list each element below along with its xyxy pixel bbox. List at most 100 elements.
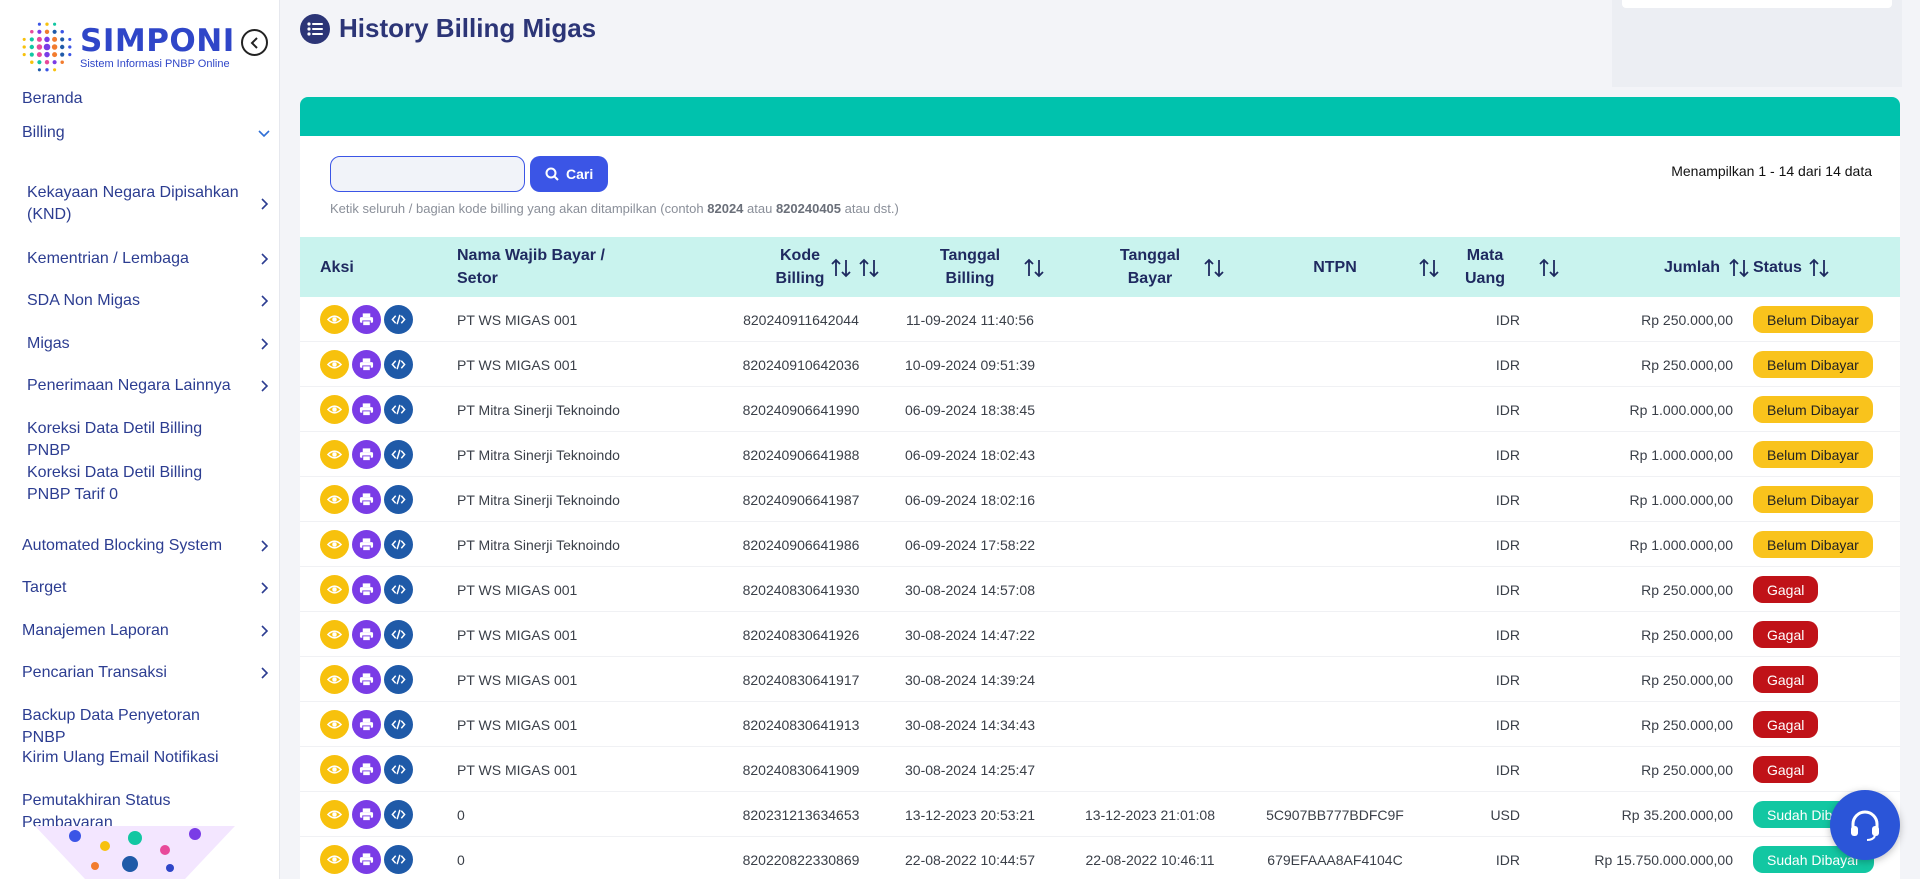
eye-icon[interactable] [320,530,349,559]
row-actions [320,792,416,837]
sidebar-item-koreksi-data-detil-billing-pnbp-tarif-0[interactable]: Koreksi Data Detil Billing PNBP Tarif 0 [0,461,279,507]
cell-nama: PT WS MIGAS 001 [457,356,578,373]
printer-icon[interactable] [352,800,381,829]
eye-icon[interactable] [320,845,349,874]
code-icon[interactable] [384,530,413,559]
row-actions [320,567,416,612]
col-nama[interactable]: Nama Wajib Bayar / Setor [457,237,851,297]
eye-icon[interactable] [320,620,349,649]
sidebar-item-label: SDA Non Migas [27,292,140,309]
sidebar-item-manajemen-laporan[interactable]: Manajemen Laporan [0,620,279,642]
sidebar-item-pencarian-transaksi[interactable]: Pencarian Transaksi [0,662,279,684]
cell-ntpn [1250,567,1420,612]
printer-icon[interactable] [352,305,381,334]
cell-kode: 820220822330869 [742,851,860,868]
code-icon[interactable] [384,665,413,694]
sidebar: SIMPONI Sistem Informasi PNBP Online Ber… [0,0,280,879]
sidebar-item-label: Koreksi Data Detil Billing PNBP Tarif 0 [27,464,203,503]
printer-icon[interactable] [352,665,381,694]
eye-icon[interactable] [320,755,349,784]
col-ntpn[interactable]: NTPN [1270,237,1439,297]
cell-jumlah: Rp 35.200.000,00 [1621,806,1733,823]
col-status[interactable]: Status [1753,237,1829,297]
search-input[interactable] [330,156,525,192]
sidebar-item-migas[interactable]: Migas [0,333,279,355]
printer-icon[interactable] [352,395,381,424]
sort-arrows-icon[interactable] [1418,257,1440,279]
sort-arrows-icon[interactable] [830,257,852,279]
eye-icon[interactable] [320,395,349,424]
sidebar-item-beranda[interactable]: Beranda [0,88,279,110]
printer-icon[interactable] [352,710,381,739]
printer-icon[interactable] [352,530,381,559]
cell-kode: 820240830641930 [742,581,860,598]
cell-tgl-bayar [1080,612,1220,657]
printer-icon[interactable] [352,755,381,784]
code-icon[interactable] [384,710,413,739]
sort-arrows-icon[interactable] [1023,257,1045,279]
printer-icon[interactable] [352,845,381,874]
printer-icon[interactable] [352,350,381,379]
cell-jumlah: Rp 250.000,00 [1641,311,1733,328]
sort-arrows-icon[interactable] [1728,257,1750,279]
sidebar-item-kirim-ulang-email-notifikasi[interactable]: Kirim Ulang Email Notifikasi [0,747,279,769]
printer-icon[interactable] [352,620,381,649]
sidebar-item-backup-data-penyetoran-pnbp[interactable]: Backup Data Penyetoran PNBP [0,705,279,749]
eye-icon[interactable] [320,800,349,829]
cell-jumlah: Rp 250.000,00 [1641,626,1733,643]
sidebar-item-penerimaan-negara-lainnya[interactable]: Penerimaan Negara Lainnya [0,375,279,397]
col-jumlah[interactable]: Jumlah [1590,237,1749,297]
col-tgl-billing[interactable]: Tanggal Billing [905,237,1044,297]
sidebar-item-kekayaan-negara-dipisahkan-knd[interactable]: Kekayaan Negara Dipisahkan (KND) [0,181,279,227]
sidebar-item-sda-non-migas[interactable]: SDA Non Migas [0,290,279,312]
list-icon [300,13,330,44]
cell-ntpn [1250,747,1420,792]
row-actions [320,342,416,387]
col-tgl-bayar[interactable]: Tanggal Bayar [1085,237,1224,297]
code-icon[interactable] [384,755,413,784]
cell-kode: 820240830641917 [742,671,860,688]
code-icon[interactable] [384,575,413,604]
sidebar-item-label: Backup Data Penyetoran PNBP [22,707,200,746]
col-mata-uang[interactable]: Mata Uang [1420,237,1559,297]
printer-icon[interactable] [352,485,381,514]
col-kode[interactable]: Kode Billing [740,237,879,297]
sidebar-item-automated-blocking-system[interactable]: Automated Blocking System [0,535,279,557]
printer-icon[interactable] [352,440,381,469]
sort-arrows-icon[interactable] [858,257,880,279]
app-logo[interactable]: SIMPONI Sistem Informasi PNBP Online [18,18,235,76]
code-icon[interactable] [384,350,413,379]
sidebar-collapse-button[interactable] [241,29,268,56]
sort-arrows-icon[interactable] [1538,257,1560,279]
eye-icon[interactable] [320,305,349,334]
code-icon[interactable] [384,620,413,649]
code-icon[interactable] [384,800,413,829]
help-button[interactable] [1830,790,1900,860]
sidebar-item-koreksi-data-detil-billing-pnbp[interactable]: Koreksi Data Detil Billing PNBP [0,418,279,462]
cell-tgl-bayar [1080,432,1220,477]
eye-icon[interactable] [320,665,349,694]
sidebar-item-label: Beranda [22,90,83,107]
eye-icon[interactable] [320,485,349,514]
eye-icon[interactable] [320,575,349,604]
sort-arrows-icon[interactable] [1203,257,1225,279]
code-icon[interactable] [384,845,413,874]
eye-icon[interactable] [320,350,349,379]
search-button[interactable]: Cari [530,156,609,192]
eye-icon[interactable] [320,440,349,469]
printer-icon[interactable] [352,575,381,604]
code-icon[interactable] [384,440,413,469]
sidebar-item-kementrian-lembaga[interactable]: Kementrian / Lembaga [0,248,279,270]
code-icon[interactable] [384,485,413,514]
sidebar-item-target[interactable]: Target [0,577,279,599]
chevron-right-icon [261,667,269,679]
code-icon[interactable] [384,305,413,334]
cell-kode: 820240906641987 [742,491,860,508]
cell-mata-uang: IDR [1495,761,1520,778]
eye-icon[interactable] [320,710,349,739]
cell-jumlah: Rp 250.000,00 [1641,761,1733,778]
code-icon[interactable] [384,395,413,424]
sidebar-item-billing[interactable]: Billing [0,122,279,144]
cell-tgl-billing: 13-12-2023 20:53:21 [905,806,1035,823]
sort-arrows-icon[interactable] [1808,257,1830,279]
